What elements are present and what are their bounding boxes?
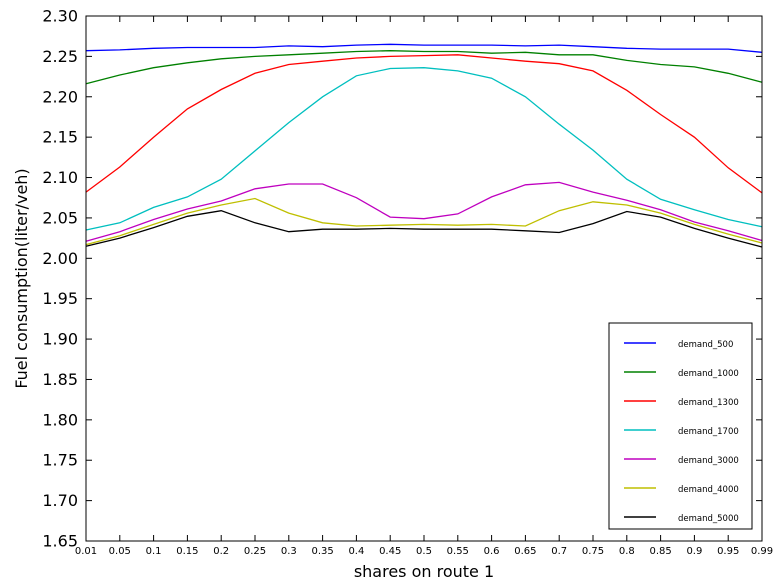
x-tick-label: 0.25	[244, 546, 266, 557]
x-tick-label: 0.7	[551, 546, 567, 557]
x-tick-label: 0.05	[109, 546, 131, 557]
y-tick-label: 2.10	[42, 168, 78, 187]
x-tick-label: 0.75	[582, 546, 604, 557]
x-tick-label: 0.01	[75, 546, 97, 557]
legend-box	[608, 322, 753, 530]
y-tick-label: 1.95	[42, 289, 78, 308]
y-tick-label: 1.70	[42, 491, 78, 510]
x-axis-label: shares on route 1	[354, 562, 494, 581]
x-tick-label: 0.9	[686, 546, 702, 557]
y-axis-label: Fuel consumption(liter/veh)	[12, 168, 31, 388]
series-line-demand-1700	[85, 67, 763, 231]
y-tick-label: 2.15	[42, 128, 78, 147]
series-line-demand-4000	[85, 197, 763, 246]
x-tick-label: 0.1	[146, 546, 162, 557]
y-tick-label: 2.00	[42, 249, 78, 268]
series-line-demand-500	[85, 43, 763, 53]
x-tick-label: 0.99	[751, 546, 773, 557]
x-tick-label: 0.35	[311, 546, 333, 557]
y-tick-label: 1.65	[42, 532, 78, 551]
y-tick-label: 2.25	[42, 47, 78, 66]
y-tick-label: 2.20	[42, 87, 78, 106]
legend-label-demand-4000: demand_4000	[678, 485, 739, 495]
x-tick-label: 0.15	[176, 546, 198, 557]
y-tick-label: 1.90	[42, 330, 78, 349]
legend-label-demand-3000: demand_3000	[678, 456, 739, 466]
legend-label-demand-500: demand_500	[678, 340, 733, 350]
legend-label-demand-1300: demand_1300	[678, 398, 739, 408]
x-tick-label: 0.45	[379, 546, 401, 557]
x-tick-label: 0.3	[281, 546, 297, 557]
series-layer	[85, 43, 763, 248]
x-tick-label: 0.5	[416, 546, 432, 557]
y-tick-label: 1.80	[42, 410, 78, 429]
legend-label-demand-5000: demand_5000	[678, 514, 739, 524]
y-tick-label: 1.85	[42, 370, 78, 389]
x-tick-label: 0.8	[619, 546, 635, 557]
legend: demand_500 demand_1000 demand_1300 demand_1…	[608, 322, 753, 530]
legend-label-demand-1700: demand_1700	[678, 427, 739, 437]
series-line-demand-1300	[85, 54, 763, 194]
ticks-layer: 1.65 1.70 1.75 1.80 1.85 1.90 1.95 2.00 2.05 2.10…	[42, 7, 773, 558]
y-tick-label: 1.75	[42, 451, 78, 470]
x-tick-label: 0.6	[484, 546, 500, 557]
x-tick-label: 0.65	[514, 546, 536, 557]
x-tick-label: 0.55	[447, 546, 469, 557]
y-tick-label: 2.30	[42, 7, 78, 26]
x-tick-label: 0.2	[213, 546, 229, 557]
legend-label-demand-1000: demand_1000	[678, 369, 739, 379]
series-line-demand-5000	[85, 210, 763, 248]
y-tick-label: 2.05	[42, 208, 78, 227]
series-line-demand-1000	[85, 50, 763, 85]
series-line-demand-3000	[85, 181, 763, 242]
x-tick-label: 0.95	[717, 546, 739, 557]
x-tick-label: 0.4	[348, 546, 364, 557]
x-tick-label: 0.85	[649, 546, 671, 557]
